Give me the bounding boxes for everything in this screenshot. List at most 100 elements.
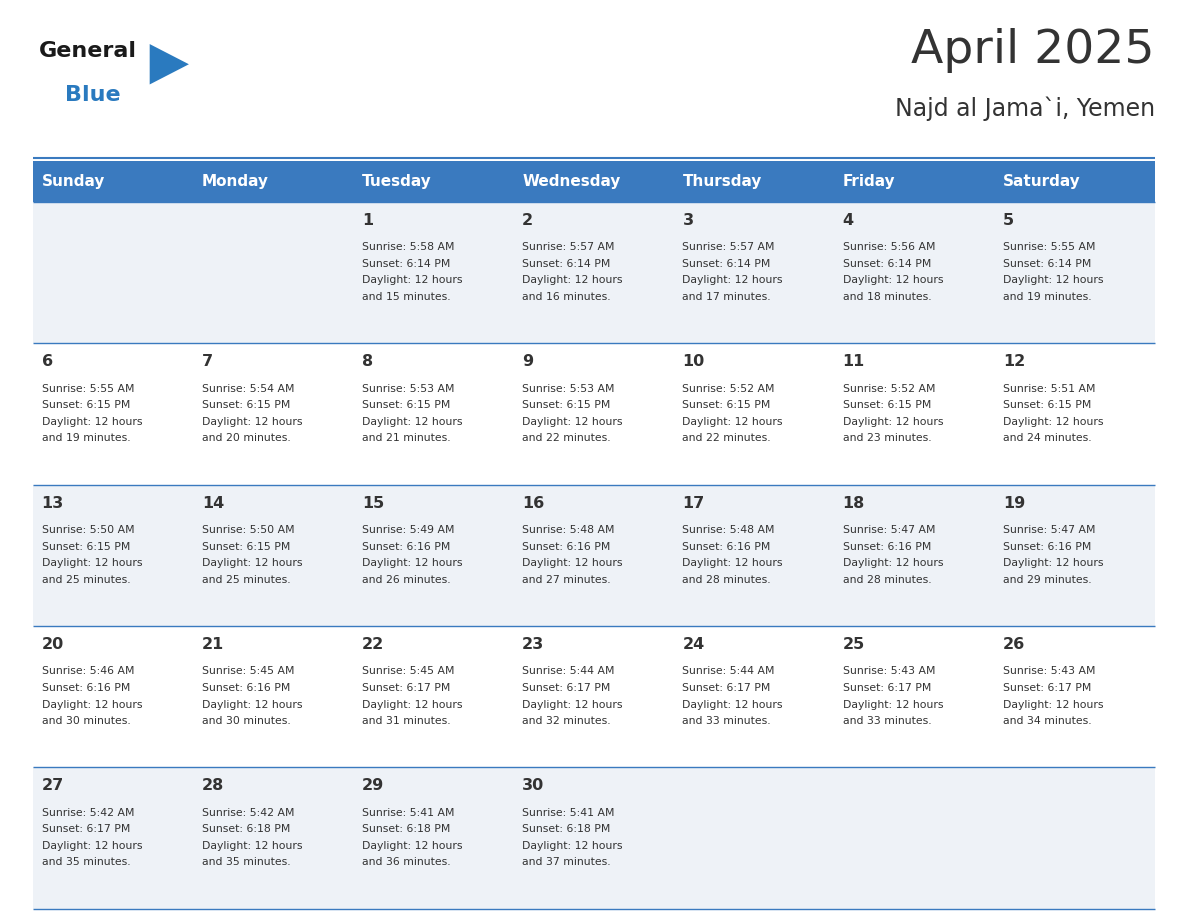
Text: Sunday: Sunday <box>42 174 105 189</box>
Text: and 15 minutes.: and 15 minutes. <box>362 292 450 302</box>
Bar <box>33 202 1155 343</box>
Text: Sunrise: 5:57 AM: Sunrise: 5:57 AM <box>682 242 775 252</box>
Text: Thursday: Thursday <box>682 174 762 189</box>
Text: Sunset: 6:17 PM: Sunset: 6:17 PM <box>362 683 450 693</box>
Text: 28: 28 <box>202 778 225 793</box>
Text: Daylight: 12 hours: Daylight: 12 hours <box>523 558 623 568</box>
Text: 22: 22 <box>362 637 384 652</box>
Text: Sunset: 6:14 PM: Sunset: 6:14 PM <box>682 259 771 269</box>
Text: and 28 minutes.: and 28 minutes. <box>682 575 771 585</box>
Text: Sunrise: 5:43 AM: Sunrise: 5:43 AM <box>842 666 935 677</box>
Text: 9: 9 <box>523 354 533 369</box>
Text: 8: 8 <box>362 354 373 369</box>
Text: Sunset: 6:17 PM: Sunset: 6:17 PM <box>523 683 611 693</box>
Text: 4: 4 <box>842 213 854 228</box>
Text: Sunrise: 5:53 AM: Sunrise: 5:53 AM <box>523 384 614 394</box>
Text: and 19 minutes.: and 19 minutes. <box>42 433 131 443</box>
Text: 20: 20 <box>42 637 64 652</box>
Text: Sunrise: 5:47 AM: Sunrise: 5:47 AM <box>1003 525 1095 535</box>
Text: Sunrise: 5:56 AM: Sunrise: 5:56 AM <box>842 242 935 252</box>
Text: 12: 12 <box>1003 354 1025 369</box>
Text: Sunset: 6:16 PM: Sunset: 6:16 PM <box>842 542 931 552</box>
Text: Blue: Blue <box>65 85 121 106</box>
Text: Daylight: 12 hours: Daylight: 12 hours <box>362 841 462 851</box>
Text: Sunrise: 5:52 AM: Sunrise: 5:52 AM <box>682 384 775 394</box>
Text: Sunrise: 5:44 AM: Sunrise: 5:44 AM <box>523 666 614 677</box>
Text: Daylight: 12 hours: Daylight: 12 hours <box>523 700 623 710</box>
Text: Daylight: 12 hours: Daylight: 12 hours <box>42 700 143 710</box>
Text: Sunset: 6:16 PM: Sunset: 6:16 PM <box>202 683 290 693</box>
Text: Sunrise: 5:45 AM: Sunrise: 5:45 AM <box>202 666 295 677</box>
Text: Daylight: 12 hours: Daylight: 12 hours <box>682 700 783 710</box>
Text: Sunset: 6:15 PM: Sunset: 6:15 PM <box>202 542 290 552</box>
Text: 6: 6 <box>42 354 52 369</box>
Text: and 30 minutes.: and 30 minutes. <box>202 716 291 726</box>
Text: Daylight: 12 hours: Daylight: 12 hours <box>42 558 143 568</box>
Text: 30: 30 <box>523 778 544 793</box>
Text: Sunrise: 5:42 AM: Sunrise: 5:42 AM <box>42 808 134 818</box>
Text: Sunset: 6:15 PM: Sunset: 6:15 PM <box>842 400 931 410</box>
Text: 5: 5 <box>1003 213 1015 228</box>
Text: and 32 minutes.: and 32 minutes. <box>523 716 611 726</box>
Text: Sunset: 6:15 PM: Sunset: 6:15 PM <box>202 400 290 410</box>
Text: Sunset: 6:14 PM: Sunset: 6:14 PM <box>842 259 931 269</box>
Text: 29: 29 <box>362 778 384 793</box>
Text: Sunset: 6:15 PM: Sunset: 6:15 PM <box>682 400 771 410</box>
Text: and 31 minutes.: and 31 minutes. <box>362 716 450 726</box>
Text: and 33 minutes.: and 33 minutes. <box>682 716 771 726</box>
Text: Daylight: 12 hours: Daylight: 12 hours <box>1003 417 1104 427</box>
Text: Sunrise: 5:41 AM: Sunrise: 5:41 AM <box>362 808 455 818</box>
Text: Monday: Monday <box>202 174 268 189</box>
Text: Sunset: 6:16 PM: Sunset: 6:16 PM <box>362 542 450 552</box>
Text: Sunset: 6:16 PM: Sunset: 6:16 PM <box>523 542 611 552</box>
Text: 7: 7 <box>202 354 213 369</box>
Text: Sunrise: 5:54 AM: Sunrise: 5:54 AM <box>202 384 295 394</box>
Text: Sunrise: 5:44 AM: Sunrise: 5:44 AM <box>682 666 775 677</box>
Text: Sunrise: 5:48 AM: Sunrise: 5:48 AM <box>523 525 614 535</box>
Text: Daylight: 12 hours: Daylight: 12 hours <box>42 417 143 427</box>
Text: Sunrise: 5:45 AM: Sunrise: 5:45 AM <box>362 666 455 677</box>
Text: Daylight: 12 hours: Daylight: 12 hours <box>842 417 943 427</box>
Text: 11: 11 <box>842 354 865 369</box>
Text: Sunset: 6:16 PM: Sunset: 6:16 PM <box>1003 542 1092 552</box>
Bar <box>33 767 1155 909</box>
Text: 25: 25 <box>842 637 865 652</box>
Text: Daylight: 12 hours: Daylight: 12 hours <box>1003 275 1104 285</box>
Text: and 25 minutes.: and 25 minutes. <box>42 575 131 585</box>
Text: Sunrise: 5:51 AM: Sunrise: 5:51 AM <box>1003 384 1095 394</box>
Text: Saturday: Saturday <box>1003 174 1081 189</box>
Text: and 16 minutes.: and 16 minutes. <box>523 292 611 302</box>
Text: and 22 minutes.: and 22 minutes. <box>523 433 611 443</box>
Text: April 2025: April 2025 <box>911 28 1155 73</box>
Text: and 34 minutes.: and 34 minutes. <box>1003 716 1092 726</box>
Text: Daylight: 12 hours: Daylight: 12 hours <box>523 417 623 427</box>
Text: Sunrise: 5:48 AM: Sunrise: 5:48 AM <box>682 525 775 535</box>
Text: and 21 minutes.: and 21 minutes. <box>362 433 450 443</box>
Text: Sunrise: 5:43 AM: Sunrise: 5:43 AM <box>1003 666 1095 677</box>
Text: 14: 14 <box>202 496 225 510</box>
Text: Sunset: 6:14 PM: Sunset: 6:14 PM <box>523 259 611 269</box>
Text: and 19 minutes.: and 19 minutes. <box>1003 292 1092 302</box>
Text: Sunrise: 5:50 AM: Sunrise: 5:50 AM <box>42 525 134 535</box>
Text: Daylight: 12 hours: Daylight: 12 hours <box>842 700 943 710</box>
Text: Daylight: 12 hours: Daylight: 12 hours <box>523 841 623 851</box>
Text: Sunset: 6:18 PM: Sunset: 6:18 PM <box>523 824 611 834</box>
Text: Sunrise: 5:47 AM: Sunrise: 5:47 AM <box>842 525 935 535</box>
Polygon shape <box>150 44 189 84</box>
Text: and 23 minutes.: and 23 minutes. <box>842 433 931 443</box>
Text: Sunset: 6:15 PM: Sunset: 6:15 PM <box>362 400 450 410</box>
Text: Wednesday: Wednesday <box>523 174 620 189</box>
Text: 23: 23 <box>523 637 544 652</box>
Text: and 27 minutes.: and 27 minutes. <box>523 575 611 585</box>
Text: 19: 19 <box>1003 496 1025 510</box>
Text: Daylight: 12 hours: Daylight: 12 hours <box>1003 558 1104 568</box>
Text: 17: 17 <box>682 496 704 510</box>
Text: Sunset: 6:16 PM: Sunset: 6:16 PM <box>42 683 129 693</box>
Text: and 25 minutes.: and 25 minutes. <box>202 575 290 585</box>
Text: Sunset: 6:17 PM: Sunset: 6:17 PM <box>682 683 771 693</box>
Text: Daylight: 12 hours: Daylight: 12 hours <box>202 417 302 427</box>
Bar <box>33 343 1155 485</box>
Text: 16: 16 <box>523 496 544 510</box>
Text: 21: 21 <box>202 637 225 652</box>
Text: Sunrise: 5:52 AM: Sunrise: 5:52 AM <box>842 384 935 394</box>
